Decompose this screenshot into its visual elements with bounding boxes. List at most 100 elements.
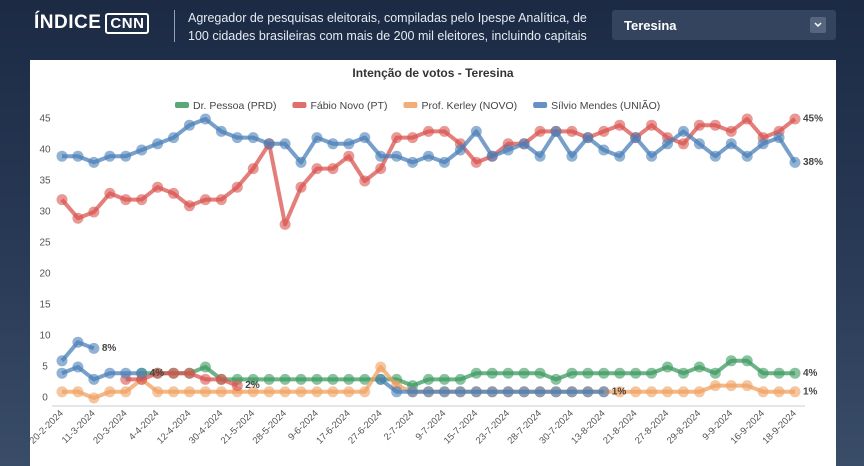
data-point	[614, 150, 626, 162]
data-point	[518, 367, 530, 379]
y-tick-label: 35	[39, 176, 51, 187]
data-point	[391, 150, 403, 162]
data-point	[183, 119, 195, 131]
data-point	[327, 163, 339, 175]
data-point	[152, 386, 164, 398]
data-point	[773, 367, 785, 379]
data-point	[295, 156, 307, 168]
value-label: 4%	[150, 368, 165, 379]
data-point	[168, 386, 180, 398]
data-point	[693, 138, 705, 150]
data-point	[311, 132, 323, 144]
data-point	[789, 113, 801, 125]
y-tick-label: 25	[39, 238, 51, 249]
data-point	[104, 187, 116, 199]
data-point	[423, 386, 434, 398]
data-point	[168, 132, 180, 144]
data-point	[518, 386, 530, 398]
data-point	[630, 132, 642, 144]
legend-swatch	[533, 102, 548, 108]
data-point	[470, 386, 482, 398]
data-point	[183, 200, 195, 212]
city-select-value: Teresina	[624, 18, 677, 33]
data-point	[709, 380, 721, 392]
data-point	[757, 367, 769, 379]
data-point	[120, 386, 132, 398]
data-point	[152, 138, 164, 150]
y-tick-label: 10	[39, 331, 51, 342]
data-point	[709, 119, 721, 131]
data-point	[534, 150, 546, 162]
legend-label: Dr. Pessoa (PRD)	[193, 100, 276, 112]
data-point	[343, 386, 355, 398]
data-point	[295, 386, 307, 398]
data-point	[104, 150, 116, 162]
data-point	[566, 367, 578, 379]
data-point	[311, 373, 323, 385]
data-point	[614, 119, 626, 131]
separator	[174, 10, 175, 42]
data-point	[725, 125, 737, 137]
data-point	[470, 125, 482, 137]
data-point	[757, 138, 769, 150]
data-point	[534, 367, 546, 379]
data-point	[199, 361, 211, 373]
data-point	[295, 373, 307, 385]
data-point	[566, 386, 578, 398]
data-point	[391, 386, 403, 398]
legend-label: Fábio Novo (PT)	[310, 100, 387, 112]
data-point	[263, 138, 275, 150]
legend-label: Sílvio Mendes (UNIÃO)	[551, 99, 660, 112]
data-point	[152, 181, 164, 193]
data-point	[56, 355, 68, 367]
logo-text: ÍNDICE	[34, 12, 102, 33]
description: Agregador de pesquisas eleitorais, compi…	[188, 9, 587, 45]
data-point	[438, 125, 450, 137]
data-point	[247, 163, 259, 175]
data-point	[502, 144, 514, 156]
data-point	[88, 373, 100, 385]
data-point	[72, 212, 84, 224]
value-label: 8%	[102, 343, 117, 354]
data-point	[231, 181, 243, 193]
data-point	[104, 367, 116, 379]
data-point	[88, 156, 100, 168]
y-tick-label: 30	[39, 207, 51, 218]
data-point	[375, 373, 387, 385]
y-tick-label: 5	[42, 362, 48, 373]
data-point	[231, 380, 243, 392]
legend-swatch	[292, 102, 307, 108]
data-point	[375, 163, 387, 175]
city-select[interactable]: Teresina	[612, 10, 836, 40]
data-point	[279, 138, 291, 150]
legend-swatch	[175, 102, 189, 108]
data-point	[598, 125, 610, 137]
data-point	[677, 386, 689, 398]
data-point	[56, 194, 68, 206]
description-line: Agregador de pesquisas eleitorais, compi…	[188, 11, 587, 25]
data-point	[247, 386, 259, 398]
data-point	[327, 386, 339, 398]
data-point	[56, 386, 68, 398]
data-point	[168, 187, 180, 199]
data-point	[279, 218, 291, 230]
data-point	[407, 132, 419, 144]
data-point	[693, 119, 705, 131]
data-point	[215, 373, 227, 385]
data-point	[518, 138, 530, 150]
logo-brand: CNN	[105, 13, 150, 34]
data-point	[614, 386, 626, 398]
data-point	[693, 386, 705, 398]
data-point	[741, 380, 753, 392]
data-point	[359, 175, 371, 187]
logo[interactable]: ÍNDICE CNN	[34, 12, 150, 34]
data-point	[630, 367, 642, 379]
data-point	[168, 367, 180, 379]
data-point	[741, 113, 753, 125]
data-point	[407, 156, 419, 168]
data-point	[725, 355, 737, 367]
value-label: 38%	[803, 157, 823, 168]
data-point	[582, 367, 594, 379]
data-point	[662, 386, 674, 398]
